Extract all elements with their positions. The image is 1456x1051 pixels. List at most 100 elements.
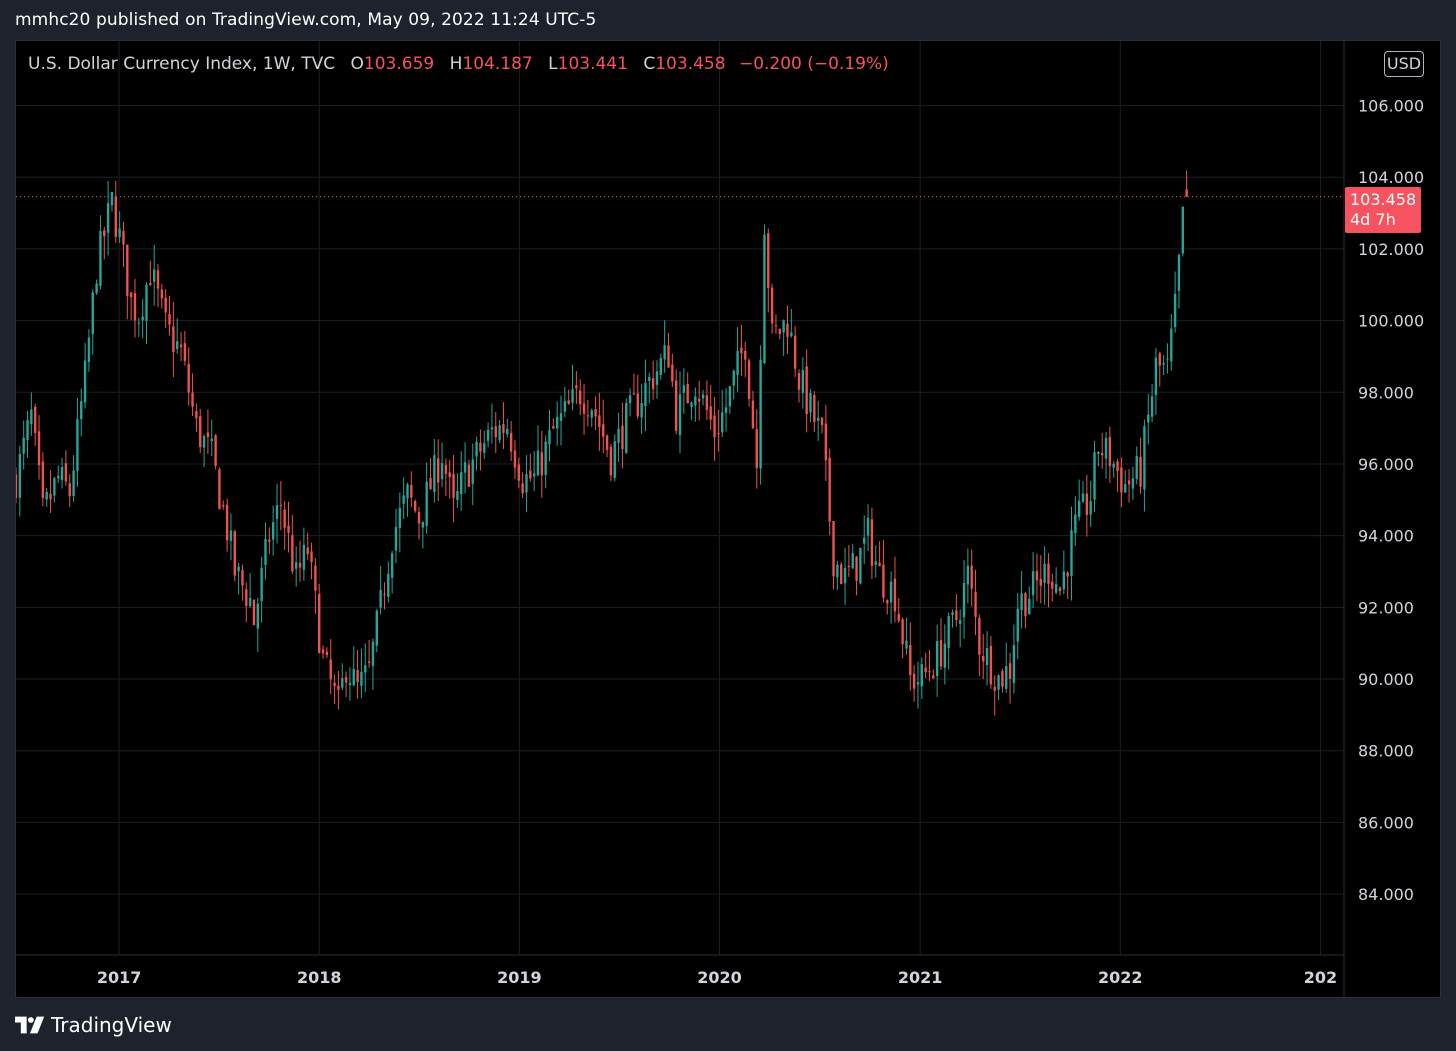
time-tick-label: 2018	[297, 968, 342, 987]
candle-body	[87, 337, 91, 362]
candle-body	[1008, 663, 1012, 679]
candle-body	[886, 600, 889, 604]
bar-countdown: 4d 7h	[1350, 210, 1396, 229]
candle-body	[1005, 666, 1008, 689]
candle-body	[68, 483, 71, 497]
candle-body	[490, 427, 494, 430]
candle-body	[1039, 578, 1042, 586]
price-tick-label: 100.000	[1358, 312, 1424, 331]
chart-panel[interactable]: 106.000 104.000 102.000 100.000 98.000 96.000…	[15, 40, 1441, 998]
candle-body	[1066, 572, 1069, 577]
candle-body	[939, 640, 943, 667]
candle-body	[1120, 467, 1123, 493]
last-price-value: 103.458	[1350, 190, 1417, 209]
candle-body	[402, 495, 405, 504]
candle-body	[667, 345, 670, 368]
time-tick-label: 2019	[497, 968, 542, 987]
candle-body	[106, 203, 110, 233]
candle-body	[306, 547, 309, 555]
candle-body	[80, 401, 83, 420]
candle-body	[1162, 363, 1165, 365]
candle-body	[479, 442, 482, 452]
candle-body	[45, 491, 48, 500]
candle-body	[57, 475, 60, 479]
candle-body	[1024, 593, 1027, 617]
candle-body	[1097, 452, 1100, 454]
candle-body	[974, 591, 977, 617]
candle-body	[882, 564, 885, 598]
candle-body	[1058, 587, 1062, 592]
candle-body	[291, 535, 294, 572]
candle-body	[912, 673, 916, 689]
candle-body	[371, 641, 375, 666]
candle-body	[605, 435, 609, 450]
candle-body	[655, 371, 659, 385]
currency-button[interactable]: USD	[1384, 51, 1424, 77]
candle-body	[955, 610, 958, 621]
candle-body	[993, 686, 996, 691]
candle-body	[870, 519, 874, 566]
footer-brand-name: TradingView	[51, 1013, 172, 1037]
candle-body	[26, 420, 29, 441]
tradingview-logo-icon	[15, 1016, 45, 1034]
candle-body	[214, 435, 217, 466]
candle-body	[724, 407, 728, 413]
candle-body	[1116, 461, 1119, 472]
candle-body	[701, 394, 705, 399]
candle-body	[1181, 206, 1184, 254]
footer-brand[interactable]: TradingView	[15, 1012, 172, 1038]
candle-body	[555, 416, 559, 429]
candle-body	[571, 389, 574, 403]
candle-body	[483, 443, 486, 453]
candle-body	[141, 316, 144, 321]
candle-body	[1166, 358, 1169, 360]
candle-body	[920, 664, 923, 687]
candle-body	[705, 395, 709, 410]
candle-body	[110, 191, 114, 206]
candle-body	[763, 234, 766, 364]
candle-body	[866, 518, 870, 536]
candle-body	[790, 332, 793, 337]
candle-body	[1081, 493, 1085, 502]
candle-body	[279, 505, 283, 507]
candle-body	[1035, 570, 1039, 581]
candle-body	[943, 643, 947, 668]
candle-body	[429, 477, 432, 490]
candle-body	[460, 472, 463, 495]
candle-body	[686, 383, 689, 404]
price-tick-label: 84.000	[1358, 885, 1414, 904]
candle-body	[467, 464, 471, 487]
candle-body	[463, 462, 467, 473]
symbol-legend[interactable]: U.S. Dollar Currency Index, 1W, TVC O103…	[28, 54, 889, 74]
candle-body	[740, 347, 743, 354]
candle-body	[53, 478, 56, 496]
candle-body	[410, 484, 413, 498]
candle-body	[172, 326, 175, 353]
candle-body	[1016, 608, 1019, 642]
candle-body	[916, 682, 920, 685]
candle-body	[836, 564, 839, 578]
candle-body	[122, 231, 125, 245]
symbol-title[interactable]: U.S. Dollar Currency Index, 1W, TVC	[28, 54, 336, 74]
candle-body	[674, 380, 678, 431]
candle-body	[218, 469, 221, 510]
candle-body	[206, 432, 210, 437]
candle-body	[905, 640, 908, 649]
candle-body	[287, 525, 290, 533]
candle-body	[947, 616, 950, 648]
candlestick-chart[interactable]: 106.000 104.000 102.000 100.000 98.000 96.000…	[16, 41, 1440, 997]
candle-body	[1101, 453, 1104, 456]
open-label: O	[350, 54, 364, 74]
candle-body	[544, 441, 547, 475]
candle-body	[390, 553, 394, 578]
candle-body	[356, 669, 359, 683]
candle-body	[682, 385, 686, 393]
candle-body	[1043, 563, 1046, 583]
candle-body	[778, 328, 781, 334]
price-axis[interactable]: 106.000 104.000 102.000 100.000 98.000 96.000…	[1358, 97, 1424, 905]
candle-body	[651, 378, 655, 390]
time-axis[interactable]: 2017 2018 2019 2020 2021 2022 202	[97, 968, 1337, 987]
candle-body	[575, 385, 578, 389]
candle-body	[774, 325, 778, 327]
candle-body	[663, 345, 666, 360]
